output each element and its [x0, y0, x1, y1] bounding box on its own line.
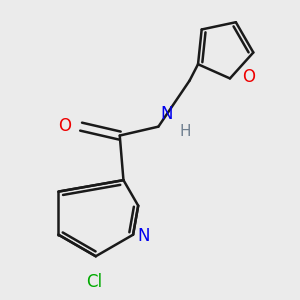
Text: Cl: Cl	[86, 273, 102, 291]
Text: O: O	[58, 117, 71, 135]
Text: H: H	[179, 124, 191, 139]
Text: N: N	[160, 105, 173, 123]
Text: O: O	[242, 68, 255, 86]
Text: N: N	[137, 227, 150, 245]
